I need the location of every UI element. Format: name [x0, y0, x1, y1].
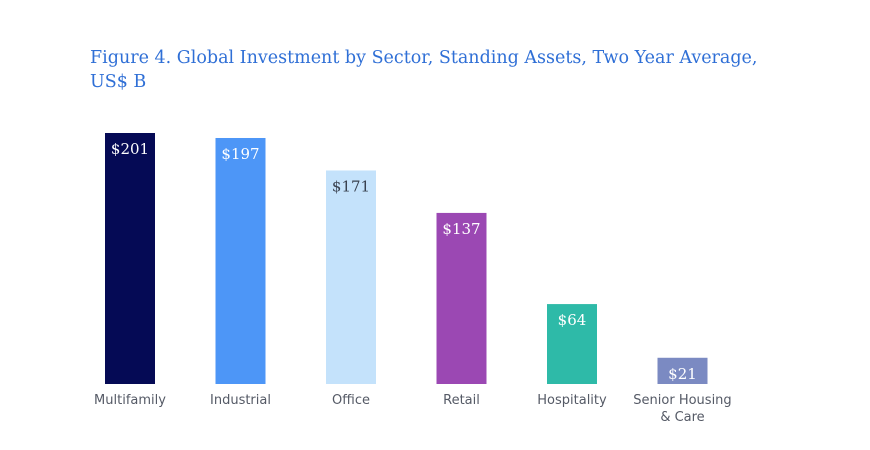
category-label-line: Office — [332, 393, 370, 408]
value-label: $137 — [442, 220, 480, 238]
bar-office — [326, 170, 376, 384]
category-label-line: Industrial — [210, 393, 271, 408]
category-label: Senior Housing & Care — [633, 393, 731, 425]
category-label: Office — [332, 393, 370, 408]
bar-industrial — [215, 137, 266, 384]
category-label-line: Multifamily — [94, 393, 166, 408]
value-label: $64 — [558, 311, 587, 329]
category-label: Industrial — [210, 393, 271, 408]
value-label: $21 — [668, 365, 697, 383]
category-label-line: Hospitality — [537, 393, 607, 408]
chart-title: Figure 4. Global Investment by Sector, S… — [90, 48, 758, 92]
category-label: Multifamily — [94, 393, 166, 408]
category-label: Retail — [443, 393, 480, 408]
bar-multifamily — [105, 133, 155, 384]
bar-retail — [436, 212, 487, 384]
category-label: Hospitality — [537, 393, 607, 408]
bar-hospitality — [547, 304, 597, 384]
bar-senior-housing-care — [657, 357, 708, 384]
value-label: $171 — [332, 177, 370, 195]
category-label-line: & Care — [660, 410, 704, 425]
category-label-line: Retail — [443, 393, 480, 408]
value-label: $201 — [111, 140, 149, 158]
category-label-line: Senior Housing — [633, 393, 731, 408]
value-label: $197 — [221, 145, 259, 163]
